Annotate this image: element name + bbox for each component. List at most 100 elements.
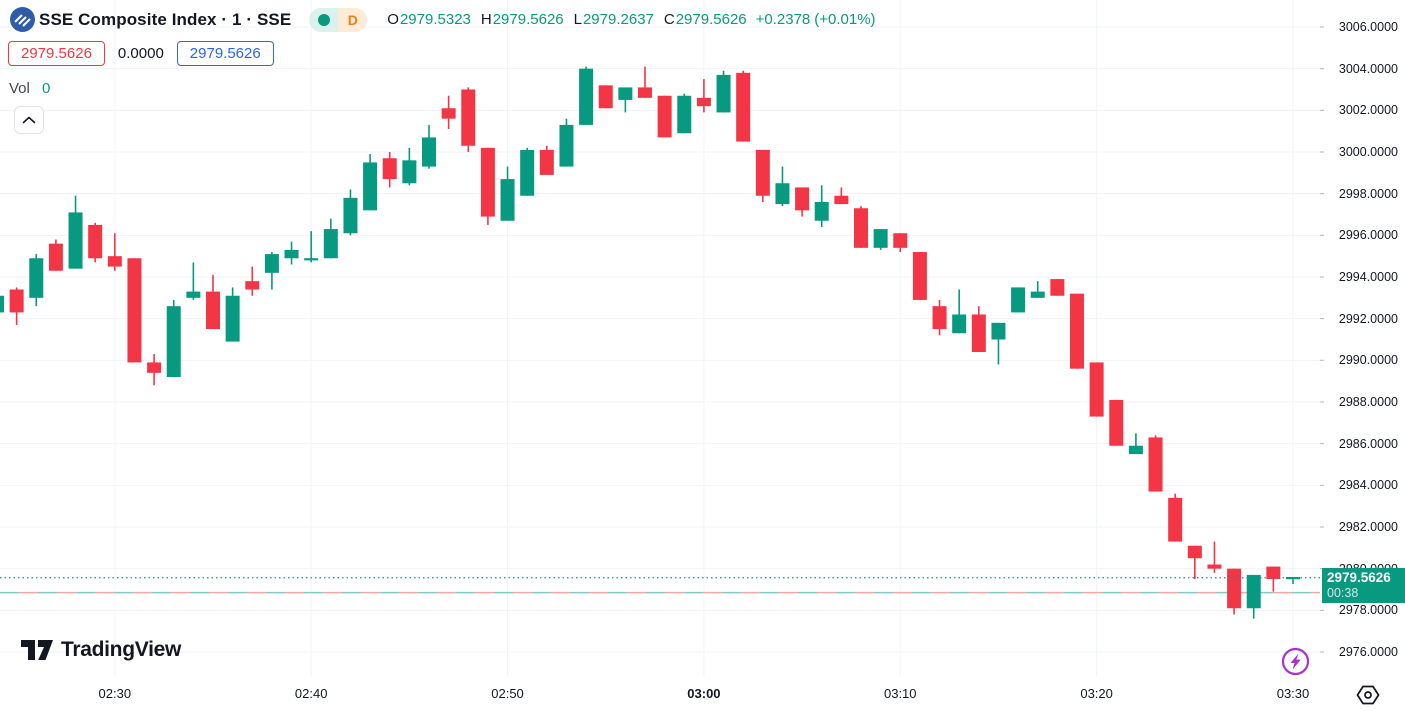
close-value: 2979.5626: [675, 11, 747, 28]
open-label: O: [387, 11, 399, 28]
high-value: 2979.5626: [492, 11, 564, 28]
candle-body: [264, 254, 279, 273]
candle-body: [422, 137, 437, 167]
time-scale[interactable]: 02:30 02:40 02:50 03:00 03:10 03:20 03:30: [0, 676, 1405, 710]
candle-body: [952, 314, 967, 334]
candle-body: [1011, 287, 1026, 313]
candle-body: [618, 87, 633, 100]
change-value: +0.2378: [755, 11, 811, 28]
candle-body: [186, 291, 201, 298]
time-tick-label: 02:40: [294, 686, 328, 701]
candle-body: [323, 229, 338, 259]
candle-body: [1227, 568, 1242, 609]
candle-body: [1187, 545, 1202, 559]
price-tick-label: 2976.0000: [1338, 644, 1398, 659]
price-tick-label: 3006.0000: [1338, 20, 1398, 34]
chevron-up-icon: [22, 116, 36, 124]
candle-body: [1168, 497, 1183, 542]
candle-body: [912, 251, 927, 300]
candle-body: [932, 306, 947, 330]
candle-body: [480, 147, 495, 217]
market-status-dot-icon: [309, 7, 339, 32]
price-tick-label: 2996.0000: [1338, 228, 1398, 243]
candle-body: [363, 162, 378, 211]
collapse-legend-button[interactable]: [14, 106, 44, 134]
candle-body: [775, 183, 790, 205]
candle-body: [893, 233, 908, 248]
high-label: H: [480, 11, 492, 28]
lightning-bolt-icon: [1281, 647, 1310, 676]
instant-trading-button[interactable]: [1281, 647, 1310, 676]
buy-price-button[interactable]: 2979.5626: [176, 41, 274, 66]
candle-body: [1089, 362, 1104, 417]
low-value: 2979.2637: [582, 11, 654, 28]
price-tick-label: 3002.0000: [1338, 103, 1398, 118]
candle-body: [1070, 293, 1085, 369]
current-price-axis-label: 2979.5626 00:38: [1322, 568, 1405, 604]
close-label: C: [663, 11, 675, 28]
price-tick-label: 2978.0000: [1338, 603, 1398, 618]
candle-body: [736, 72, 751, 142]
candlestick-series: [0, 66, 1301, 619]
candle-body: [402, 160, 417, 184]
grid: [0, 0, 1324, 676]
candle-body: [657, 95, 672, 138]
candle-body: [638, 87, 653, 98]
price-tick-label: 3000.0000: [1338, 144, 1398, 159]
candle-body: [225, 295, 240, 342]
candle-body: [304, 258, 319, 261]
sell-price-button[interactable]: 2979.5626: [8, 41, 105, 66]
price-tick-label: 2992.0000: [1338, 311, 1398, 326]
candle-body: [854, 208, 869, 248]
candle-body: [579, 68, 594, 125]
change-percent: (+0.01%): [814, 11, 876, 28]
price-tick-label: 2994.0000: [1338, 269, 1398, 284]
time-tick-label: 03:10: [883, 686, 917, 701]
price-tick-label: 2982.0000: [1338, 519, 1398, 534]
candle-body: [971, 314, 986, 352]
candle-body: [29, 258, 44, 298]
candle-body: [48, 243, 63, 271]
candle-body: [814, 201, 829, 221]
price-tick-label: 2990.0000: [1338, 353, 1398, 368]
candle-body: [1148, 437, 1163, 492]
candle-body: [166, 306, 181, 377]
low-label: L: [573, 11, 582, 28]
open-value: 2979.5323: [399, 11, 471, 28]
candle-body: [461, 89, 476, 146]
candle-body: [677, 95, 692, 134]
candle-body: [147, 362, 162, 373]
candle-body: [1207, 564, 1222, 569]
candle-body: [382, 158, 397, 180]
current-price-value: 2979.5626: [1327, 570, 1391, 586]
price-tick-label: 2986.0000: [1338, 436, 1398, 451]
candle-body: [991, 322, 1006, 340]
symbol-title: SSE Composite Index · 1 · SSE: [39, 9, 292, 29]
price-scale-menu-button[interactable]: [1355, 684, 1381, 706]
volume-readout: Vol 0: [9, 80, 50, 97]
candle-body: [441, 108, 456, 119]
candle-body: [1050, 279, 1065, 296]
candle-body: [107, 256, 122, 267]
price-tick-label: 2998.0000: [1338, 186, 1398, 201]
candle-body: [716, 74, 731, 113]
candle-body: [1246, 574, 1261, 609]
time-tick-label: 03:20: [1080, 686, 1113, 701]
candle-body: [520, 149, 535, 196]
symbol-button[interactable]: SSE Composite Index · 1 · SSE: [10, 7, 291, 32]
volume-value: 0: [42, 80, 51, 97]
price-tick-label: 2988.0000: [1338, 394, 1398, 409]
candle-body: [500, 179, 515, 221]
candle-body: [539, 149, 554, 175]
time-tick-label: 02:30: [98, 686, 132, 701]
tradingview-logo[interactable]: TradingView: [20, 638, 181, 662]
candle-body: [1109, 399, 1124, 446]
candle-body: [873, 229, 888, 248]
market-status-badge[interactable]: D: [309, 7, 368, 32]
volume-label: Vol: [9, 80, 30, 97]
ohlc-readout: O 2979.5323 H 2979.5626 L 2979.2637 C 2979.5…: [387, 11, 875, 28]
candle-body: [88, 224, 103, 259]
candle-body: [795, 187, 810, 211]
